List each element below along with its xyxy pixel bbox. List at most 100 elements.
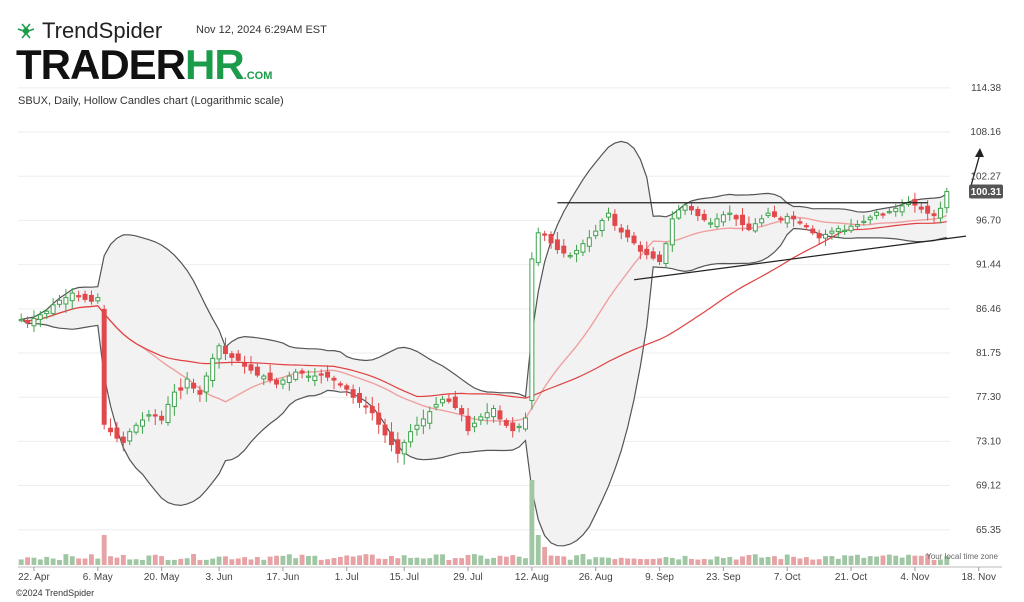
volume-bar <box>752 554 758 565</box>
x-tick-label-12: 7. Oct <box>774 572 801 583</box>
candle-body <box>503 420 509 426</box>
trendline-layer <box>557 147 984 281</box>
y-tick-label-4: 91.44 <box>976 260 1001 271</box>
watermark-accent: HR <box>185 41 245 88</box>
volume-bar <box>778 559 784 565</box>
watermark-suffix: .COM <box>243 70 273 82</box>
volume-bar <box>478 555 484 565</box>
volume-bar <box>108 556 113 565</box>
candle-body <box>76 295 82 298</box>
candle-body <box>478 416 484 421</box>
volume-bar <box>925 554 931 565</box>
volume-bar <box>650 558 656 565</box>
volume-bar <box>293 558 299 565</box>
candle-body <box>625 229 631 238</box>
bollinger-band-fill <box>21 141 947 546</box>
volume-bar <box>855 554 860 565</box>
candle-body <box>797 221 803 224</box>
volume-bar <box>427 558 433 565</box>
candle-body <box>216 345 222 360</box>
y-tick-label-0: 114.38 <box>971 83 1001 94</box>
candle-body <box>37 314 43 320</box>
candle-body <box>25 321 31 324</box>
volume-bar <box>644 559 650 565</box>
volume-bar <box>357 555 362 565</box>
volume-bar <box>867 556 873 565</box>
candle-body <box>586 237 592 247</box>
candle-body <box>312 375 318 381</box>
candle-body <box>286 375 292 383</box>
volume-bar <box>389 555 394 565</box>
volume-bar <box>312 555 318 565</box>
candle-body <box>918 206 924 210</box>
volume-bar <box>350 556 356 565</box>
candle-body <box>395 439 401 454</box>
candle-body <box>688 205 694 211</box>
candle-body <box>203 375 209 393</box>
candle-body <box>567 255 573 258</box>
volume-bar <box>31 557 37 565</box>
candle-body <box>880 213 886 216</box>
candle-body <box>44 310 50 315</box>
candle-body <box>746 223 752 231</box>
volume-bar <box>146 555 152 565</box>
volume-bar <box>57 559 62 565</box>
x-tick-label-10: 9. Sep <box>645 572 674 583</box>
volume-bar <box>159 556 165 565</box>
candle-body <box>657 254 663 263</box>
candle-body <box>733 215 739 220</box>
volume-bar <box>944 556 950 565</box>
volume-bar <box>229 559 235 565</box>
candle-body <box>127 431 133 442</box>
volume-bar <box>408 557 414 565</box>
volume-bar <box>274 555 279 565</box>
candle-body <box>823 233 828 239</box>
candle-body <box>369 405 375 414</box>
candle-body <box>471 422 477 428</box>
candle-body <box>682 204 688 211</box>
candle-body <box>178 387 184 391</box>
candle-body <box>618 227 624 233</box>
volume-bar <box>344 555 350 565</box>
volume-bar <box>76 558 82 565</box>
candle-body <box>210 357 216 382</box>
last-price-label: 100.31 <box>971 187 1002 198</box>
volume-bar <box>446 559 452 565</box>
volume-bar <box>912 555 918 565</box>
volume-bar <box>631 558 637 565</box>
candle-body <box>69 292 75 302</box>
candle-body <box>108 427 114 433</box>
volume-bar <box>414 557 420 565</box>
candle-body <box>331 377 337 381</box>
candle-body <box>708 222 714 225</box>
volume-bar <box>286 554 292 565</box>
candle-body <box>701 213 707 221</box>
volume-bar <box>503 556 509 565</box>
volume-bar <box>791 556 797 565</box>
candle-body <box>561 245 567 254</box>
volume-bar <box>893 555 899 565</box>
volume-bar <box>165 559 171 565</box>
candle-body <box>267 372 273 381</box>
volume-bar <box>759 557 765 565</box>
bollinger-band-layer <box>20 140 948 547</box>
volume-bar <box>899 557 905 565</box>
y-tick-label-5: 86.46 <box>976 304 1001 315</box>
volume-bar <box>669 557 675 565</box>
volume-bar <box>733 559 739 565</box>
chart-subtitle: SBUX, Daily, Hollow Candles chart (Logar… <box>18 95 284 107</box>
volume-bar <box>772 556 777 565</box>
volume-bar <box>574 555 579 565</box>
volume-bar <box>18 559 24 565</box>
candle-body <box>401 441 407 455</box>
volume-bar <box>586 559 592 565</box>
volume-layer <box>18 480 950 565</box>
candle-body <box>376 412 382 425</box>
volume-bar <box>101 535 107 565</box>
volume-bar <box>548 555 554 565</box>
candle-body <box>542 233 548 236</box>
sma-50-line <box>21 221 947 399</box>
candle-body <box>191 382 197 389</box>
volume-bar <box>714 556 720 565</box>
